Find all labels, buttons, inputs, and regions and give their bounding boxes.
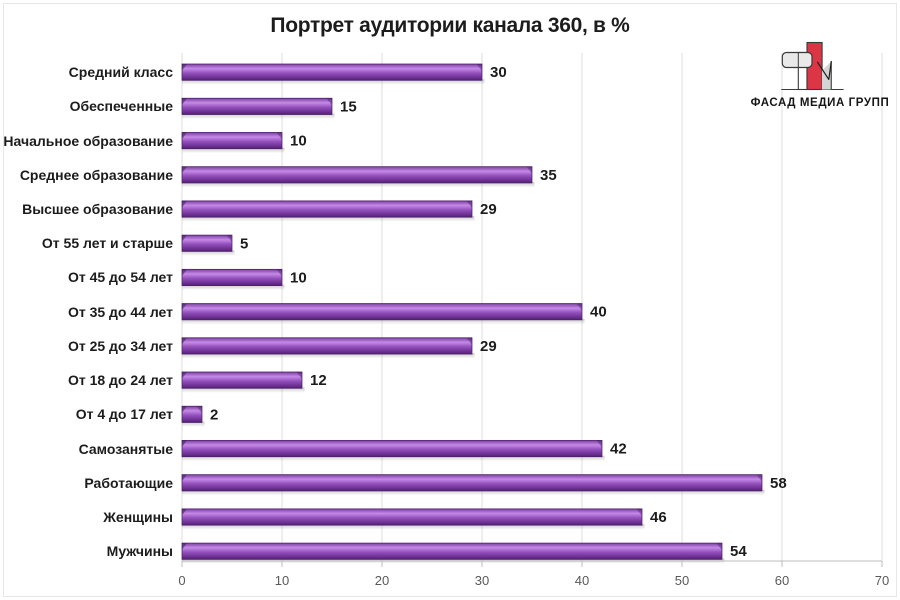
svg-text:54: 54 bbox=[730, 543, 747, 560]
svg-text:40: 40 bbox=[575, 573, 589, 588]
svg-text:40: 40 bbox=[590, 304, 607, 321]
svg-text:0: 0 bbox=[178, 573, 185, 588]
svg-text:12: 12 bbox=[310, 372, 327, 389]
svg-text:58: 58 bbox=[770, 475, 787, 492]
svg-text:60: 60 bbox=[775, 573, 789, 588]
svg-text:30: 30 bbox=[475, 573, 489, 588]
svg-text:29: 29 bbox=[480, 338, 497, 355]
svg-text:29: 29 bbox=[480, 201, 497, 218]
svg-text:35: 35 bbox=[540, 167, 557, 184]
svg-text:70: 70 bbox=[875, 573, 889, 588]
svg-text:10: 10 bbox=[290, 269, 307, 286]
svg-text:2: 2 bbox=[210, 406, 218, 423]
svg-text:46: 46 bbox=[650, 509, 667, 526]
svg-text:30: 30 bbox=[490, 64, 507, 81]
svg-text:10: 10 bbox=[290, 133, 307, 150]
svg-text:42: 42 bbox=[610, 441, 627, 458]
svg-text:15: 15 bbox=[340, 98, 357, 115]
svg-text:50: 50 bbox=[675, 573, 689, 588]
svg-text:20: 20 bbox=[375, 573, 389, 588]
svg-text:5: 5 bbox=[240, 235, 248, 252]
svg-text:10: 10 bbox=[275, 573, 289, 588]
